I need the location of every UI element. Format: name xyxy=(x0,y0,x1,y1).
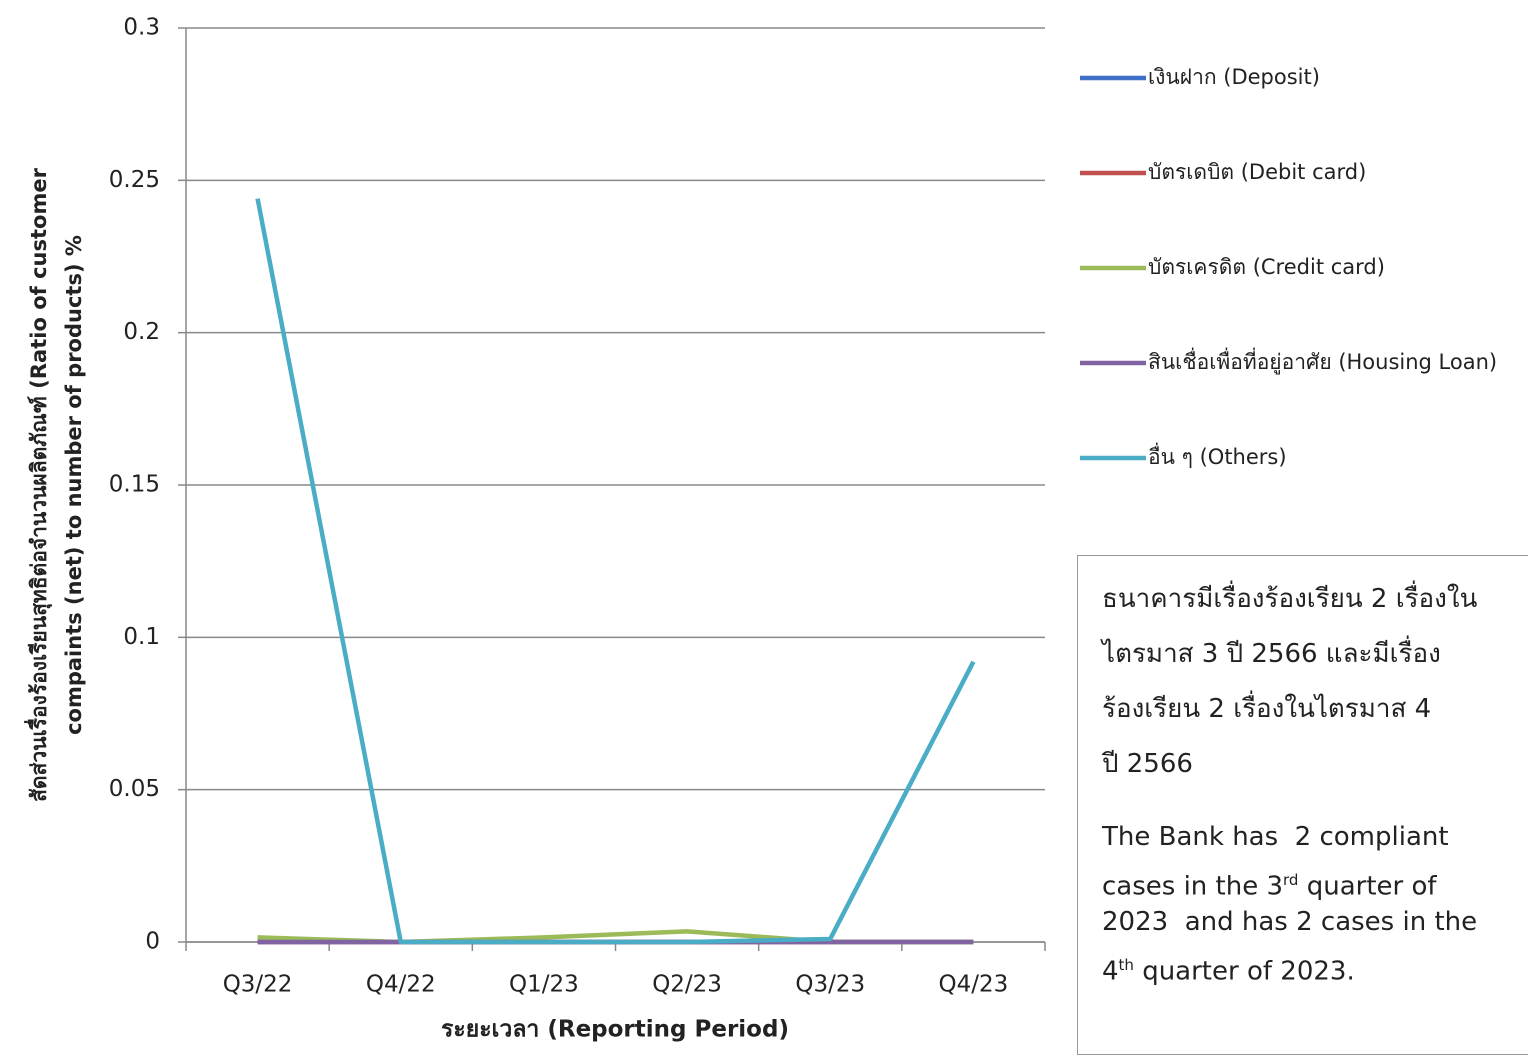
x-tick-label: Q3/22 xyxy=(223,972,293,998)
note-text: ไตรมาส 3 ปี 2566 และมีเรื่อง xyxy=(1102,639,1441,669)
note-text: 2023 and has 2 cases in the xyxy=(1102,907,1478,937)
y-axis-title: สัดส่วนเรื่องร้องเรียนสุทธิต่อจำนวนผลิตภ… xyxy=(23,167,53,801)
note-text: cases in the 3 xyxy=(1102,871,1284,902)
note-text: rd xyxy=(1283,870,1299,889)
y-axis-title: compaints (net) to number of products) % xyxy=(62,235,86,735)
note-text: ธนาคารมีเรื่องร้องเรียน 2 เรื่องใน xyxy=(1102,584,1478,614)
note-text: quarter of xyxy=(1298,871,1437,902)
note-line: 2023 and has 2 cases in the xyxy=(1102,901,1528,944)
note-line: 4th quarter of 2023. xyxy=(1102,944,1528,987)
legend-label: บัตรเครดิต (Credit card) xyxy=(1148,255,1385,279)
y-tick-label: 0.05 xyxy=(109,776,160,802)
note-text: th xyxy=(1118,955,1134,974)
y-tick-label: 0.15 xyxy=(109,472,160,498)
y-tick-label: 0.2 xyxy=(123,319,160,345)
legend-label: บัตรเดบิต (Debit card) xyxy=(1148,160,1366,184)
y-tick-label: 0.1 xyxy=(123,624,160,650)
x-tick-label: Q1/23 xyxy=(509,972,579,998)
note-text: ร้องเรียน 2 เรื่องในไตรมาส 4 xyxy=(1102,694,1432,724)
legend-label: เงินฝาก (Deposit) xyxy=(1148,65,1320,89)
note-text: ปี 2566 xyxy=(1102,749,1193,779)
y-tick-label: 0.3 xyxy=(123,15,160,41)
legend-label: อื่น ๆ (Others) xyxy=(1148,442,1287,469)
legend-label: สินเชื่อเพื่อที่อยู่อาศัย (Housing Loan) xyxy=(1148,347,1497,375)
x-tick-label: Q2/23 xyxy=(652,972,722,998)
x-tick-label: Q3/23 xyxy=(795,972,865,998)
x-tick-label: Q4/22 xyxy=(366,972,436,998)
note-line: cases in the 3rd quarter of xyxy=(1102,859,1528,902)
note-box: ธนาคารมีเรื่องร้องเรียน 2 เรื่องในไตรมาส… xyxy=(1077,555,1528,1055)
note-line: The Bank has 2 compliant xyxy=(1102,816,1528,859)
x-tick-label: Q4/23 xyxy=(939,972,1009,998)
note-text: The Bank has 2 compliant xyxy=(1102,822,1449,852)
series-line xyxy=(255,198,976,945)
note-text: quarter of 2023. xyxy=(1133,956,1355,987)
note-text: 4 xyxy=(1102,956,1119,987)
y-tick-label: 0.25 xyxy=(109,167,160,193)
x-axis-title: ระยะเวลา (Reporting Period) xyxy=(441,1017,789,1043)
y-tick-label: 0 xyxy=(145,929,160,955)
